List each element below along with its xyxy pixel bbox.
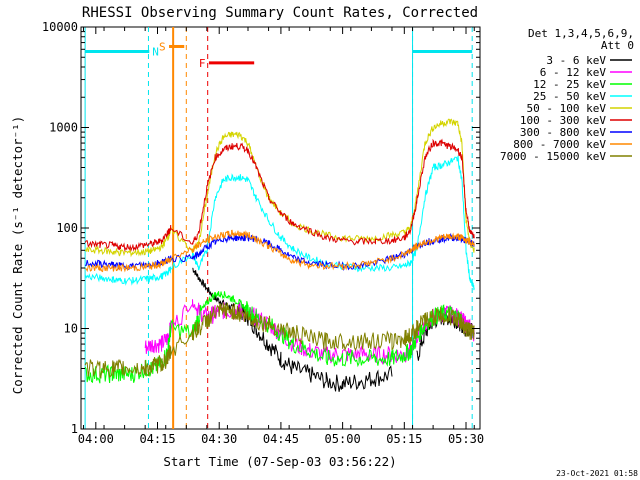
x-tick-label-5: 05:15 xyxy=(386,432,422,446)
footer-date: 23-Oct-2021 01:58 xyxy=(556,469,638,478)
x-tick-label-1: 04:15 xyxy=(139,432,175,446)
series-line-1 xyxy=(144,299,475,365)
x-axis-label: Start Time (07-Sep-03 03:56:22) xyxy=(163,454,396,469)
y-tick-label-0: 1 xyxy=(71,422,78,436)
series-line-0 xyxy=(192,267,475,392)
x-tick-label-0: 04:00 xyxy=(78,432,114,446)
y-tick-label-3: 1000 xyxy=(49,121,78,135)
legend-label-0: 3 - 6 keV xyxy=(546,54,606,67)
legend-header-attenuator: Att 0 xyxy=(601,39,634,52)
legend-label-4: 50 - 100 keV xyxy=(527,102,607,115)
y-tick-label-2: 100 xyxy=(56,221,78,235)
chart-title: RHESSI Observing Summary Count Rates, Co… xyxy=(82,5,478,21)
series-line-8 xyxy=(84,302,475,379)
legend-label-6: 300 - 800 keV xyxy=(520,126,606,139)
legend-label-5: 100 - 300 keV xyxy=(520,114,606,127)
x-tick-label-6: 05:30 xyxy=(448,432,484,446)
y-tick-label-4: 10000 xyxy=(42,20,78,34)
legend-label-7: 800 - 7000 keV xyxy=(513,138,606,151)
interval-label-2: F xyxy=(199,57,206,70)
y-axis-ticks: 1 10 100 1000 10000 xyxy=(42,20,480,436)
x-axis-ticks: 04:00 04:15 04:30 04:45 05:00 05:15 05:30 xyxy=(78,27,484,446)
series-line-4 xyxy=(84,118,475,258)
series-line-5 xyxy=(84,138,475,253)
series-lines xyxy=(84,118,475,392)
series-line-3 xyxy=(84,155,475,291)
x-tick-label-4: 05:00 xyxy=(325,432,361,446)
interval-label-0: N xyxy=(152,46,159,59)
x-tick-label-3: 04:45 xyxy=(263,432,299,446)
legend-label-8: 7000 - 15000 keV xyxy=(500,150,606,163)
interval-label-1: S xyxy=(159,40,166,53)
x-tick-label-2: 04:30 xyxy=(201,432,237,446)
legend-label-3: 25 - 50 keV xyxy=(533,90,606,103)
legend-label-2: 12 - 25 keV xyxy=(533,78,606,91)
y-tick-label-1: 10 xyxy=(64,322,78,336)
legend-header-detectors: Det 1,3,4,5,6,9, xyxy=(528,27,634,40)
y-axis-label: Corrected Count Rate (s⁻¹ detector⁻¹) xyxy=(10,116,25,394)
legend-label-1: 6 - 12 keV xyxy=(540,66,607,79)
series-line-7 xyxy=(84,229,475,273)
